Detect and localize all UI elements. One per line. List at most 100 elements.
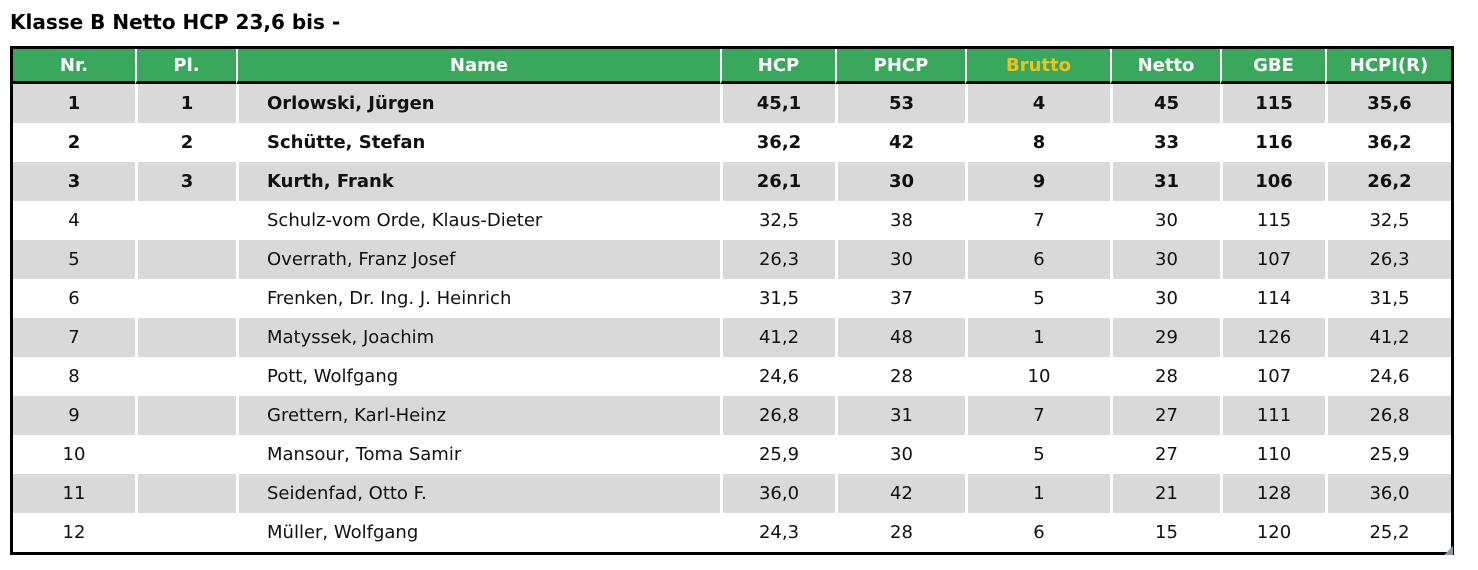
cell-phcp: 53 [835,84,965,123]
cell-pl [135,279,236,318]
cell-pl [135,474,236,513]
column-header-name: Name [236,49,720,84]
cell-name: Orlowski, Jürgen [236,84,720,123]
cell-gbe: 116 [1220,123,1325,162]
cell-hcpi: 25,9 [1325,435,1451,474]
cell-hcp: 24,6 [720,357,835,396]
column-header-brutto: Brutto [965,49,1110,84]
table-row: 2 2 Schütte, Stefan 36,2 42 8 33 116 36,2 [13,123,1451,162]
cell-netto: 33 [1110,123,1220,162]
column-header-nr: Nr. [13,49,135,84]
table-row: 8 Pott, Wolfgang 24,6 28 10 28 107 24,6 [13,357,1451,396]
cell-gbe: 120 [1220,513,1325,552]
table-row: 6 Frenken, Dr. Ing. J. Heinrich 31,5 37 5 30 1… [13,279,1451,318]
cell-phcp: 42 [835,123,965,162]
cell-gbe: 115 [1220,84,1325,123]
cell-netto: 30 [1110,240,1220,279]
cell-nr: 7 [68,327,80,348]
cell-netto: 27 [1110,396,1220,435]
cell-name: Matyssek, Joachim [236,318,720,357]
cell-brutto: 8 [965,123,1110,162]
table-row: 3 3 Kurth, Frank 26,1 30 9 31 106 26,2 [13,162,1451,201]
cell-pl [135,435,236,474]
cell-netto: 45 [1110,84,1220,123]
cell-name: Schütte, Stefan [236,123,720,162]
cell-netto: 15 [1110,513,1220,552]
cell-phcp: 28 [835,513,965,552]
page-title: Klasse B Netto HCP 23,6 bis - [10,10,341,34]
cell-netto: 30 [1110,279,1220,318]
cell-phcp: 30 [835,435,965,474]
cell-pl [135,396,236,435]
cell-phcp: 48 [835,318,965,357]
cell-netto: 29 [1110,318,1220,357]
cell-brutto: 5 [965,435,1110,474]
table-row: 5 Overrath, Franz Josef 26,3 30 6 30 107 26,3 [13,240,1451,279]
column-header-hcpi: HCPI(R) [1325,49,1451,84]
column-header-phcp: PHCP [835,49,965,84]
table-row: 9 Grettern, Karl-Heinz 26,8 31 7 27 111 26,8 [13,396,1451,435]
cell-brutto: 4 [965,84,1110,123]
cell-hcpi: 26,3 [1325,240,1451,279]
table-row: 4 Schulz-vom Orde, Klaus-Dieter 32,5 38 7 30 1… [13,201,1451,240]
cell-nr: 8 [68,366,80,387]
cell-nr: 10 [62,444,86,465]
cell-nr: 3 [67,171,81,192]
cell-brutto: 6 [965,513,1110,552]
resize-handle-icon[interactable] [1444,546,1453,555]
cell-pl [135,201,236,240]
cell-gbe: 111 [1220,396,1325,435]
cell-name: Pott, Wolfgang [236,357,720,396]
cell-pl [135,513,236,552]
cell-nr: 9 [68,405,80,426]
table-row: 7 Matyssek, Joachim 41,2 48 1 29 126 41,2 [13,318,1451,357]
cell-name: Frenken, Dr. Ing. J. Heinrich [236,279,720,318]
cell-name: Seidenfad, Otto F. [236,474,720,513]
table-header-row: Nr. Pl. Name HCP PHCP Brutto Netto GBE HCPI(R) [13,49,1451,84]
cell-gbe: 126 [1220,318,1325,357]
cell-hcpi: 36,0 [1325,474,1451,513]
cell-hcpi: 24,6 [1325,357,1451,396]
cell-nr: 1 [67,93,81,114]
cell-brutto: 7 [965,201,1110,240]
column-header-pl: Pl. [135,49,236,84]
cell-pl: 1 [135,84,236,123]
cell-hcp: 26,1 [720,162,835,201]
cell-name: Schulz-vom Orde, Klaus-Dieter [236,201,720,240]
cell-nr: 11 [62,483,86,504]
cell-name: Kurth, Frank [236,162,720,201]
cell-phcp: 38 [835,201,965,240]
cell-phcp: 28 [835,357,965,396]
cell-hcpi: 25,2 [1325,513,1451,552]
cell-nr: 4 [68,210,80,231]
cell-hcp: 26,3 [720,240,835,279]
cell-brutto: 5 [965,279,1110,318]
cell-pl [135,318,236,357]
results-table: Nr. Pl. Name HCP PHCP Brutto Netto GBE HCPI(R) 1… [10,46,1454,555]
cell-gbe: 107 [1220,357,1325,396]
cell-hcp: 25,9 [720,435,835,474]
cell-brutto: 1 [965,474,1110,513]
cell-hcp: 45,1 [720,84,835,123]
cell-brutto: 6 [965,240,1110,279]
cell-hcp: 26,8 [720,396,835,435]
column-header-gbe: GBE [1220,49,1325,84]
cell-phcp: 31 [835,396,965,435]
column-header-netto: Netto [1110,49,1220,84]
cell-pl: 2 [135,123,236,162]
cell-name: Overrath, Franz Josef [236,240,720,279]
cell-brutto: 7 [965,396,1110,435]
table-row: 10 Mansour, Toma Samir 25,9 30 5 27 110 25,9 [13,435,1451,474]
cell-gbe: 128 [1220,474,1325,513]
cell-hcpi: 41,2 [1325,318,1451,357]
cell-name: Mansour, Toma Samir [236,435,720,474]
cell-netto: 31 [1110,162,1220,201]
cell-phcp: 42 [835,474,965,513]
cell-hcpi: 36,2 [1325,123,1451,162]
cell-phcp: 37 [835,279,965,318]
cell-hcpi: 35,6 [1325,84,1451,123]
cell-hcp: 36,0 [720,474,835,513]
cell-name: Grettern, Karl-Heinz [236,396,720,435]
cell-phcp: 30 [835,240,965,279]
cell-pl [135,357,236,396]
